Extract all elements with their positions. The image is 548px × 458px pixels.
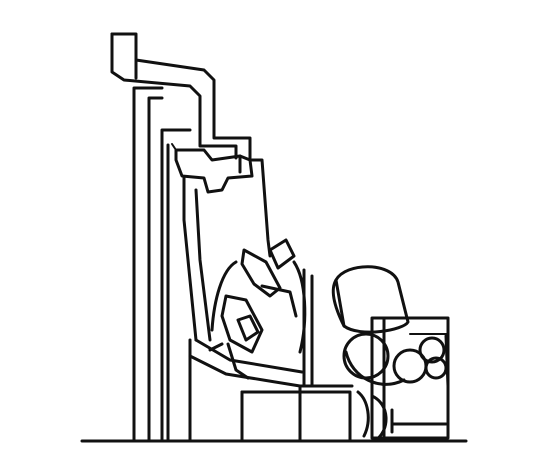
hose-coil-icon xyxy=(342,316,450,442)
tall-mounting-post-icon xyxy=(132,86,192,443)
chain-link-icon xyxy=(208,238,307,380)
exhaust-pipe-icon xyxy=(110,32,252,162)
cylinder-tank-icon xyxy=(302,265,410,388)
angled-base-plate-icon xyxy=(188,338,354,443)
linkage-arm-icon xyxy=(171,143,272,342)
